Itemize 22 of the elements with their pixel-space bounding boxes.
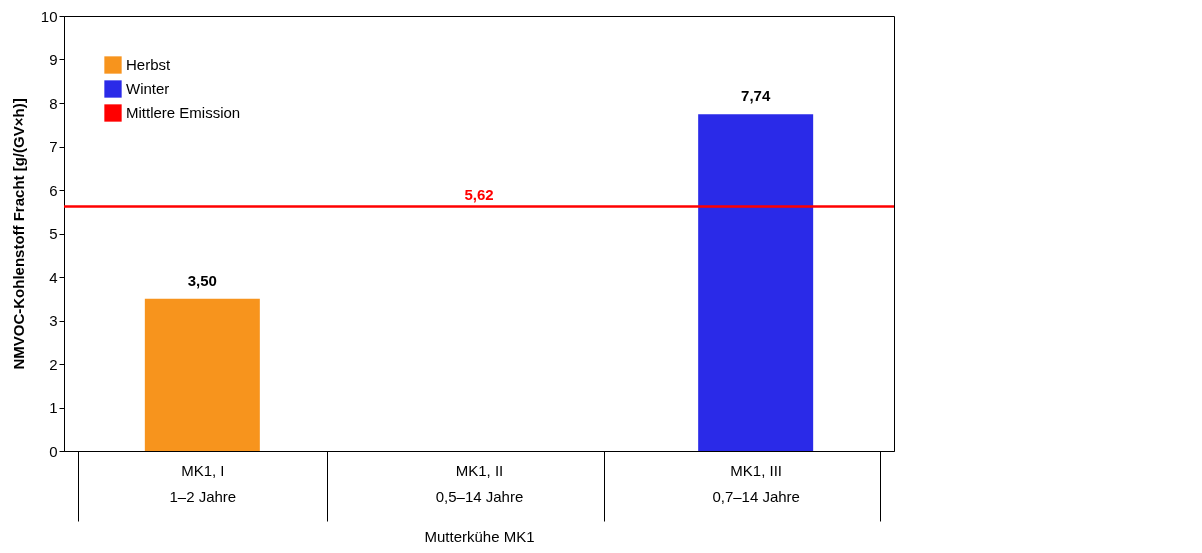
y-tick-label: 6 bbox=[49, 181, 58, 199]
y-tick-label: 3 bbox=[49, 312, 58, 329]
x-tick-label: MK1, II 0,5–14 Jahre bbox=[435, 461, 524, 505]
y-tick-label: 2 bbox=[49, 355, 58, 373]
x-tick-label: MK1, III 0,7–14 Jahre bbox=[712, 461, 800, 505]
y-tick-label: 7 bbox=[49, 138, 58, 155]
y-tick-label: 10 bbox=[40, 7, 58, 25]
legend-label: Winter bbox=[126, 80, 170, 97]
x-axis-title: Mutterkühe MK1 bbox=[424, 528, 535, 545]
y-tick-label: 4 bbox=[49, 268, 58, 286]
y-tick-label: 1 bbox=[49, 399, 58, 416]
y-tick-label: 0 bbox=[49, 442, 58, 460]
x-tick-label: MK1, I 1–2 Jahre bbox=[169, 461, 237, 505]
legend-label: Herbst bbox=[126, 56, 172, 73]
annotation: 5,62 bbox=[464, 185, 494, 203]
data-label: 3,50 bbox=[187, 271, 217, 289]
y-axis-title: NMVOC-Kohlenstoff Fracht [g/(GV×h)] bbox=[9, 98, 27, 370]
y-tick-label: 9 bbox=[49, 51, 58, 68]
y-tick-label: 8 bbox=[49, 94, 58, 112]
data-label: 7,74 bbox=[741, 87, 771, 105]
y-tick-label: 5 bbox=[49, 225, 58, 242]
legend-label: Mittlere Emission bbox=[126, 104, 241, 121]
